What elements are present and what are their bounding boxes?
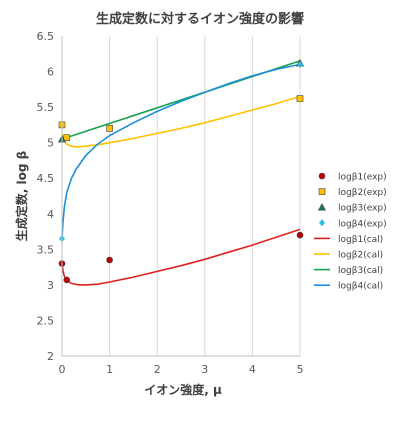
legend-swatch: [318, 172, 326, 180]
data-point-logβ2(exp): [63, 134, 71, 141]
x-tick-label: 4: [249, 363, 256, 376]
data-point-logβ1(exp): [296, 231, 304, 239]
y-tick-label: 4: [47, 208, 54, 221]
y-tick-label: 5.5: [37, 101, 55, 114]
data-point-logβ1(exp): [63, 276, 71, 284]
legend-entry: logβ1(cal): [338, 235, 383, 245]
legend-swatch: [317, 203, 327, 211]
series-line-logβ2(cal): [61, 95, 301, 148]
y-tick-label: 3.5: [37, 243, 55, 256]
legend-entry: logβ3(cal): [338, 266, 383, 276]
data-point-logβ2(exp): [296, 95, 304, 102]
y-tick-label: 3: [47, 279, 54, 292]
series-layer: [57, 58, 305, 286]
y-tick-label: 2.5: [37, 314, 55, 327]
y-tick-label: 5: [47, 137, 54, 150]
y-tick-label: 4.5: [37, 172, 55, 185]
legend-entry: logβ4(cal): [338, 282, 383, 292]
legend-swatch: [319, 219, 325, 227]
chart-title: 生成定数に対するイオン強度の影響: [96, 11, 304, 27]
data-point-logβ4(exp): [297, 60, 303, 68]
y-tick-label: 6: [47, 66, 54, 79]
y-tick-label: 2: [47, 350, 54, 363]
legend-swatch: [318, 188, 326, 195]
axis-layer: 0 1 2 3 4 5 2 2.5 3 3.5 4 4.5 5 5.5 6 6.5: [37, 30, 304, 376]
series-line-logβ4(cal): [61, 63, 301, 239]
x-tick-label: 1: [106, 363, 113, 376]
y-tick-label: 6.5: [37, 30, 55, 43]
data-point-logβ2(exp): [106, 125, 113, 132]
legend-entry: logβ1(exp): [338, 173, 387, 183]
legend-entry: logβ2(exp): [338, 188, 387, 198]
data-point-logβ1(exp): [106, 256, 113, 264]
legend-entry: logβ2(cal): [338, 251, 383, 261]
x-axis-title: イオン強度, μ: [144, 382, 222, 397]
y-axis-title: 生成定数, log β: [14, 150, 29, 241]
legend-entry: logβ3(exp): [338, 204, 387, 214]
legend-entry: logβ4(exp): [338, 219, 387, 229]
x-tick-label: 5: [297, 363, 304, 376]
x-tick-label: 2: [154, 363, 161, 376]
x-tick-label: 3: [201, 363, 208, 376]
x-tick-label: 0: [59, 363, 66, 376]
legend: logβ1(exp) logβ2(exp) logβ3(exp) logβ4(exp)…: [314, 173, 387, 292]
